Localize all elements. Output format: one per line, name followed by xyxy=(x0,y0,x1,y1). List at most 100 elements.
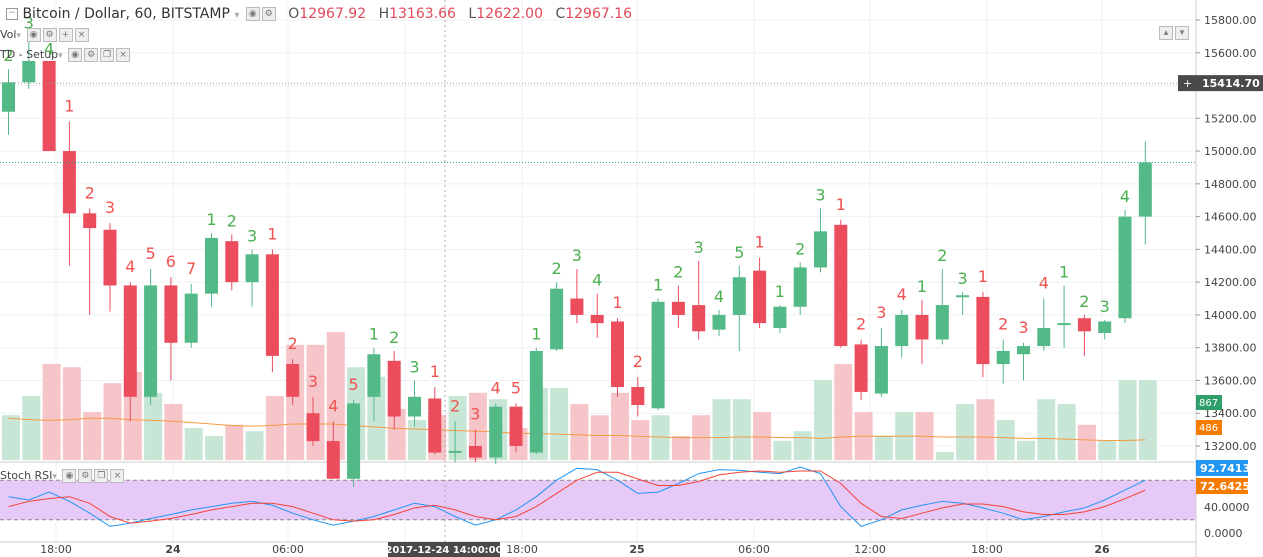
td-count-label: 2 xyxy=(85,183,95,202)
candle-body xyxy=(1077,318,1091,332)
candle-body xyxy=(814,231,827,268)
td-count-label: 2 xyxy=(389,328,399,347)
candle-body xyxy=(712,314,726,330)
volume-bar xyxy=(448,396,467,460)
volume-bar xyxy=(103,383,122,460)
collapse-icon[interactable]: − xyxy=(6,8,18,20)
candle-body xyxy=(753,270,767,324)
td-count-label: 3 xyxy=(1018,318,1028,337)
high-value: 13163.66 xyxy=(389,6,456,22)
stoch-rsi-band xyxy=(0,480,1196,520)
price-tick-label: 13400.00 xyxy=(1204,407,1257,420)
add-icon[interactable]: + xyxy=(58,28,73,42)
move-up-icon[interactable]: ▴ xyxy=(1159,25,1173,40)
high-label: H xyxy=(378,6,390,22)
eye-icon[interactable]: ◉ xyxy=(26,28,41,42)
volume-bar xyxy=(83,412,102,460)
price-tick-label: 14200.00 xyxy=(1204,276,1257,289)
td-count-label: 1 xyxy=(430,362,440,381)
crosshair-price-box xyxy=(1178,75,1263,92)
volume-bar xyxy=(1057,404,1076,460)
td-count-label: 3 xyxy=(876,303,886,322)
volume-bar xyxy=(814,380,832,460)
td-count-label: 2 xyxy=(998,315,1008,334)
copy-icon[interactable]: ❐ xyxy=(94,469,109,483)
volume-bar xyxy=(732,399,751,460)
symbol-title[interactable]: Bitcoin / Dollar, 60, BITSTAMP xyxy=(22,6,230,22)
td-count-label: 1 xyxy=(64,97,74,116)
candle-body xyxy=(590,314,604,324)
time-tick-label: 06:00 xyxy=(738,543,770,556)
candle-body xyxy=(773,306,787,329)
settings-icon[interactable]: ⚙ xyxy=(84,48,99,62)
volume-bar xyxy=(631,420,650,460)
td-count-label: 3 xyxy=(24,13,34,32)
volume-ma-box xyxy=(1196,420,1222,435)
volume-bar xyxy=(1077,424,1096,460)
volume-bar xyxy=(773,440,792,460)
td-label[interactable]: TD - Setup xyxy=(0,48,59,61)
eye-icon[interactable]: ◉ xyxy=(68,48,83,62)
td-count-label: 1 xyxy=(917,277,927,296)
candle-body xyxy=(347,403,361,479)
td-count-label: 2 xyxy=(552,259,562,278)
close-icon[interactable]: × xyxy=(110,469,125,483)
volume-bar xyxy=(651,415,670,460)
move-down-icon[interactable]: ▾ xyxy=(1175,25,1189,40)
eye-icon[interactable]: ◉ xyxy=(245,7,260,21)
td-count-label: 4 xyxy=(491,378,501,397)
chevron-down-icon[interactable]: ▾ xyxy=(58,51,63,61)
vol-label[interactable]: Vol xyxy=(0,28,17,41)
pane-controls: ▴ ▾ xyxy=(1157,22,1189,41)
td-count-label: 3 xyxy=(308,372,318,391)
time-tick-label: 18:00 xyxy=(971,543,1003,556)
volume-bar xyxy=(1017,440,1035,460)
volume-bar xyxy=(2,415,20,460)
td-count-label: 1 xyxy=(369,325,379,344)
candle-body xyxy=(326,441,340,479)
volume-bar xyxy=(590,415,609,460)
close-icon[interactable]: × xyxy=(116,48,131,62)
eye-icon[interactable]: ◉ xyxy=(62,469,77,483)
time-tick-label: 06:00 xyxy=(272,543,304,556)
volume-bar xyxy=(570,404,589,460)
td-count-label: 4 xyxy=(1120,187,1130,206)
chevron-down-icon[interactable]: ▾ xyxy=(52,472,57,482)
volume-ma-line xyxy=(8,417,1146,442)
candle-body xyxy=(732,277,746,315)
settings-icon[interactable]: ⚙ xyxy=(261,7,276,21)
rsi-label[interactable]: Stoch RSI xyxy=(0,469,53,482)
td-count-label: 1 xyxy=(531,325,541,344)
td-count-label: 2 xyxy=(1079,292,1089,311)
chevron-down-icon[interactable]: ▾ xyxy=(234,10,240,21)
td-count-label: 3 xyxy=(1100,297,1110,316)
copy-icon[interactable]: ❐ xyxy=(100,48,115,62)
stoch-rsi-indicator-label: Stoch RSI▾ ◉ ⚙ ❐ × xyxy=(0,469,125,483)
rsi-k-box xyxy=(1196,460,1248,476)
close-icon[interactable]: × xyxy=(74,28,89,42)
price-pane-bg xyxy=(0,0,1196,462)
td-count-label: 5 xyxy=(734,243,744,262)
candle-body xyxy=(854,344,868,392)
candle-body xyxy=(793,267,807,307)
volume-bar xyxy=(387,408,406,460)
candle-body xyxy=(205,237,218,294)
crosshair-time-label: 2017-12-24 14:00:00 xyxy=(385,545,502,556)
td-count-label: 5 xyxy=(511,378,521,397)
settings-icon[interactable]: ⚙ xyxy=(42,28,57,42)
candle-body xyxy=(550,288,564,350)
settings-icon[interactable]: ⚙ xyxy=(78,469,93,483)
td-count-label: 2 xyxy=(288,334,298,353)
chevron-down-icon[interactable]: ▾ xyxy=(16,31,21,41)
td-count-label: 2 xyxy=(3,46,13,65)
candle-body xyxy=(103,229,117,286)
candle-body xyxy=(245,254,259,283)
close-value: 12967.16 xyxy=(565,6,633,22)
td-count-label: 3 xyxy=(815,185,825,204)
volume-ma-label: 486 xyxy=(1199,423,1218,434)
close-label: C xyxy=(555,6,566,22)
price-tick-label: 15600.00 xyxy=(1204,47,1257,60)
td-count-label: 4 xyxy=(897,285,907,304)
candle-body xyxy=(570,298,584,315)
